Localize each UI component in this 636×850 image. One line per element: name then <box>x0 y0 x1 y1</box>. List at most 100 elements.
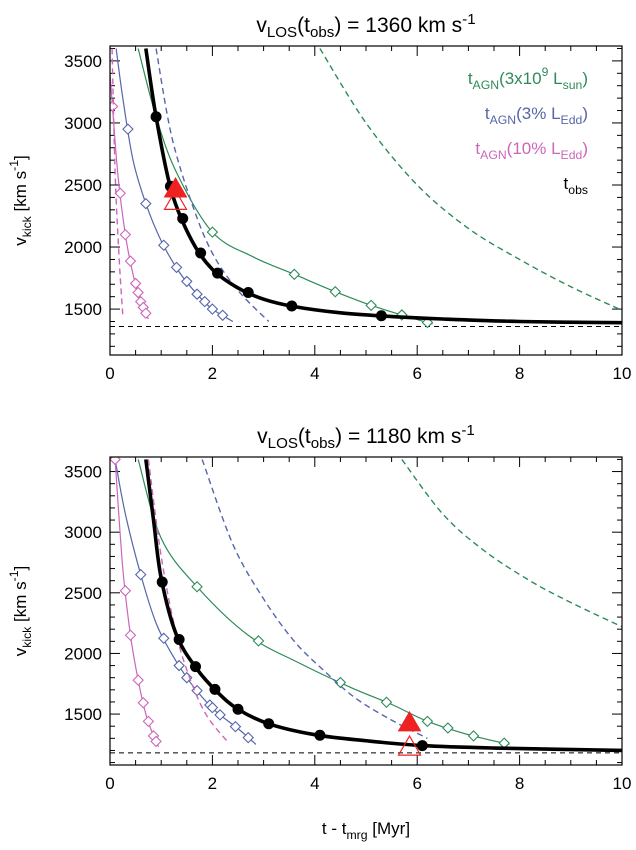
green-solid-marker <box>252 635 265 647</box>
x-tick-label: 0 <box>105 364 114 383</box>
blue-solid-marker <box>181 275 193 288</box>
plot-area <box>110 48 622 329</box>
black-thick-marker <box>263 718 275 730</box>
x-tick-label: 10 <box>613 774 632 793</box>
black-thick-line <box>144 48 622 325</box>
magenta-solid-marker <box>124 255 137 267</box>
y-tick-label: 2000 <box>64 644 102 663</box>
y-tick-label: 3000 <box>64 114 102 133</box>
y-axis-label: vkick [km s-1] <box>7 566 34 657</box>
chart-title: vLOS(tobs) = 1360 km s-1 <box>256 11 475 41</box>
plot-area <box>110 457 622 756</box>
blue-solid-marker <box>157 239 170 252</box>
blue-solid-line <box>115 48 234 323</box>
green-dashed-line <box>319 48 622 311</box>
black-thick-marker <box>209 683 221 695</box>
x-tick-label: 4 <box>310 364 319 383</box>
x-tick-label: 4 <box>310 774 319 793</box>
blue-solid-marker <box>191 288 203 300</box>
blue-dashed-line <box>201 459 428 739</box>
x-tick-label: 6 <box>412 774 421 793</box>
y-axis-label: vkick [km s-1] <box>7 155 34 246</box>
black-thick-marker <box>173 633 185 645</box>
blue-solid-marker <box>140 197 152 210</box>
magenta-solid-marker <box>110 100 119 113</box>
magenta-dashed-line <box>111 48 124 316</box>
magenta-solid-marker <box>119 228 132 241</box>
x-tick-label: 0 <box>105 774 114 793</box>
green-solid-marker <box>380 696 393 709</box>
triangle-filled <box>397 710 422 732</box>
black-thick-marker <box>177 212 189 224</box>
green-solid-marker <box>288 268 301 281</box>
blue-solid-marker <box>173 659 185 672</box>
triangle-open <box>397 734 422 756</box>
magenta-solid-marker <box>129 277 142 290</box>
green-solid-marker <box>206 226 219 238</box>
y-tick-label: 2000 <box>64 238 102 257</box>
blue-solid-line <box>114 459 257 745</box>
plot-frame <box>109 45 623 356</box>
magenta-solid-marker <box>110 457 121 466</box>
black-thick-marker <box>195 247 207 259</box>
x-tick-label: 2 <box>208 774 217 793</box>
blue-solid-marker <box>206 303 219 315</box>
y-tick-label: 2500 <box>64 584 102 603</box>
green-dashed-line <box>401 459 622 628</box>
x-tick-label: 2 <box>208 364 217 383</box>
y-tick-label: 3500 <box>64 52 102 71</box>
green-solid-marker <box>442 722 454 734</box>
blue-solid-marker <box>216 309 229 322</box>
green-solid-marker <box>329 285 342 298</box>
x-tick-label: 8 <box>515 364 524 383</box>
legend-entry-green: tAGN(3x109 Lsun) <box>468 65 588 92</box>
green-solid-marker <box>334 676 347 689</box>
blue-solid-marker <box>242 731 255 744</box>
x-axis-label: t - tmrg [Myr] <box>322 819 410 842</box>
magenta-solid-marker <box>124 629 137 642</box>
black-thick-marker <box>242 286 254 298</box>
black-thick-marker <box>286 300 298 312</box>
triangle-filled <box>163 176 188 198</box>
magenta-solid-marker <box>132 286 144 299</box>
x-tick-label: 8 <box>515 774 524 793</box>
magenta-solid-marker <box>119 585 132 597</box>
panel-bottom: vLOS(tobs) = 1180 km s-1 vkick [km s-1] t … <box>7 422 631 842</box>
plot-frame <box>109 456 623 766</box>
magenta-solid-marker <box>132 674 144 686</box>
green-solid-line <box>137 459 510 745</box>
blue-solid-marker <box>157 632 170 645</box>
chart-title: vLOS(tobs) = 1180 km s-1 <box>257 422 475 452</box>
magenta-solid-line <box>110 73 149 320</box>
blue-solid-marker <box>122 123 134 135</box>
magenta-solid-marker <box>137 696 150 709</box>
black-thick-marker <box>190 661 202 673</box>
blue-solid-marker <box>134 568 147 581</box>
x-tick-label: 6 <box>412 364 421 383</box>
black-thick-marker <box>375 310 387 322</box>
blue-solid-marker <box>198 295 211 308</box>
x-tick-label: 10 <box>613 364 632 383</box>
green-solid-marker <box>467 730 480 742</box>
blue-solid-marker <box>229 720 242 733</box>
y-tick-label: 1500 <box>64 705 102 724</box>
magenta-solid-marker <box>114 187 127 200</box>
green-solid-marker <box>421 715 434 728</box>
green-solid-marker <box>191 580 203 593</box>
magenta-solid-marker <box>142 715 155 728</box>
legend-entry-blue: tAGN(3% LEdd) <box>485 104 588 127</box>
legend-entry-magenta: tAGN(10% LEdd) <box>475 139 588 162</box>
blue-solid-marker <box>170 261 183 274</box>
y-tick-label: 3500 <box>64 463 102 482</box>
magenta-solid-marker <box>140 307 152 319</box>
y-tick-label: 2500 <box>64 176 102 195</box>
blue-solid-marker <box>206 701 219 714</box>
magenta-solid-marker <box>150 735 162 748</box>
blue-solid-marker <box>214 709 226 721</box>
green-solid-marker <box>365 299 377 312</box>
black-thick-marker <box>212 267 224 279</box>
black-thick-marker <box>156 576 168 588</box>
triangle-open <box>163 189 188 210</box>
black-thick-marker <box>416 740 428 752</box>
